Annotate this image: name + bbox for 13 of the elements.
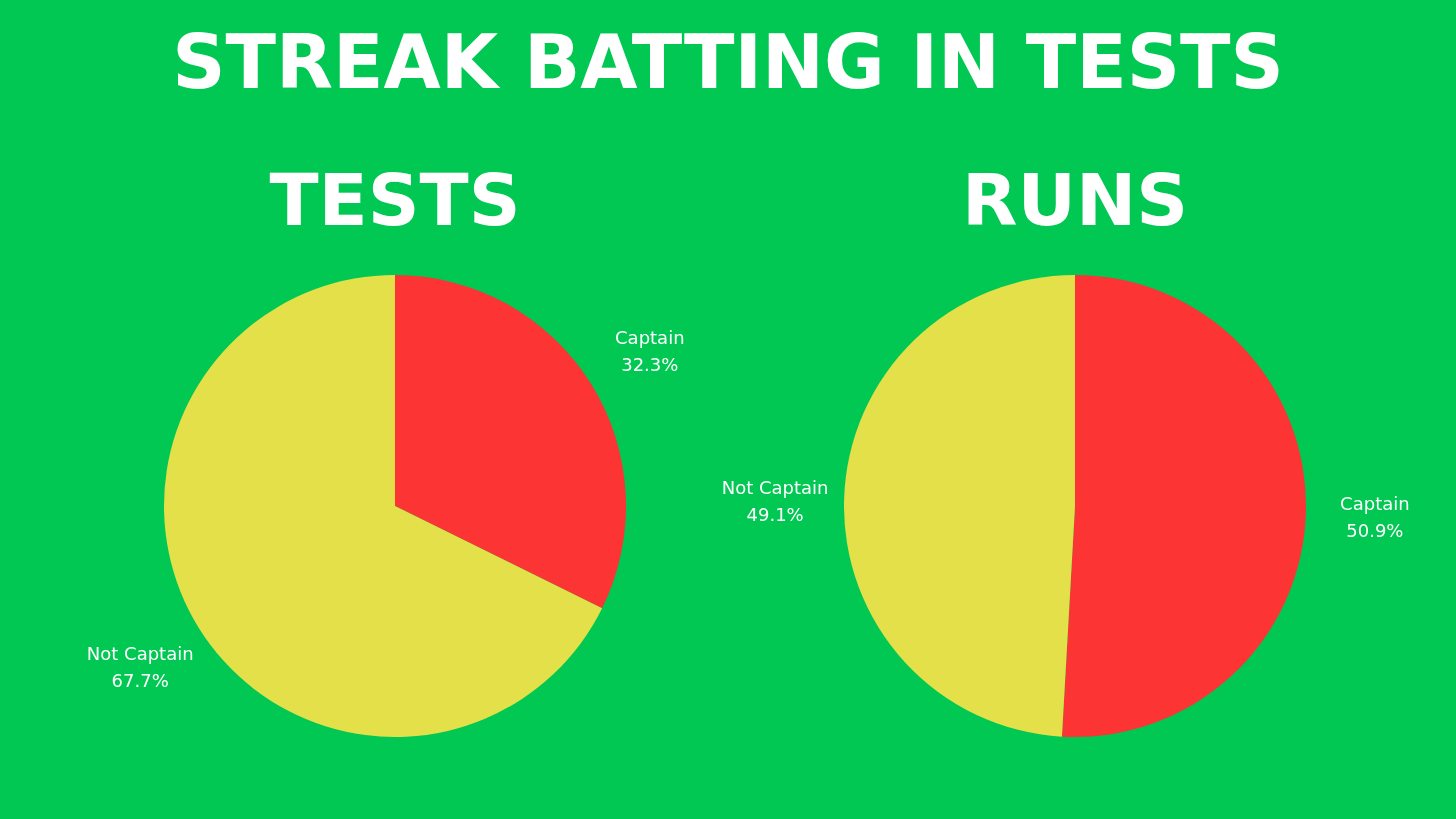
slice-label: Not Captain xyxy=(721,476,829,498)
pie-slice xyxy=(1061,275,1306,737)
chart-subtitle: TESTS xyxy=(269,158,521,242)
data-label: 50.9% xyxy=(1346,520,1404,542)
pie-slice xyxy=(844,275,1075,737)
data-label: 67.7% xyxy=(111,670,169,692)
slice-label: Captain xyxy=(1340,493,1410,515)
chart-title: STREAK BATTING IN TESTS xyxy=(172,19,1284,105)
chart-subtitle: RUNS xyxy=(961,158,1189,242)
slice-label: Captain xyxy=(615,326,685,348)
data-label: 49.1% xyxy=(746,503,804,525)
slice-label: Not Captain xyxy=(86,643,194,665)
data-label: 32.3% xyxy=(621,353,679,375)
